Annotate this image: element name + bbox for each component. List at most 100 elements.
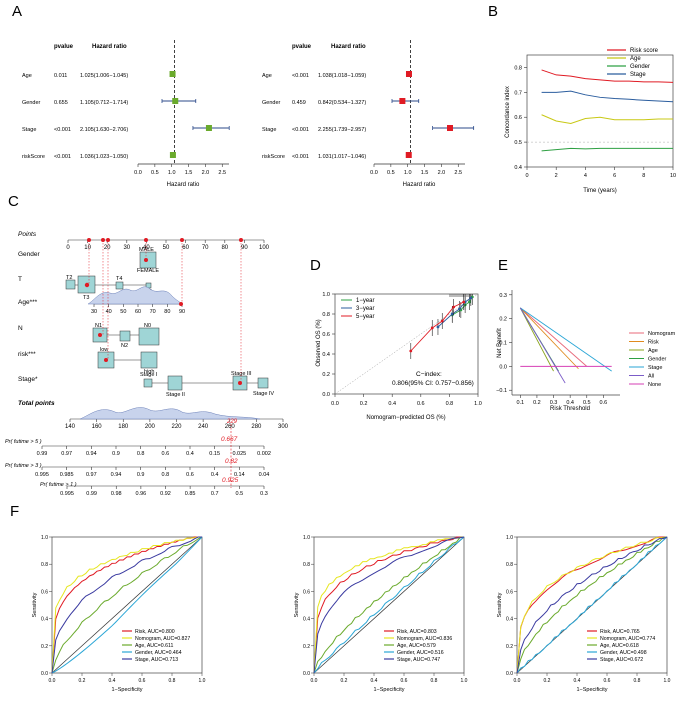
- y-tick-label: 0.0: [499, 364, 507, 370]
- scale-label: 0.8: [137, 451, 145, 457]
- pr3-value: 0.82: [225, 458, 238, 465]
- x-axis-label: 1−Specificity: [111, 687, 142, 693]
- plot-frame: [526, 54, 674, 168]
- legend: Nomogram Risk Age Gender Stage All None: [629, 331, 676, 388]
- legend-label: Nomogram, AUC=0.827: [135, 636, 190, 642]
- n-label: N1: [95, 323, 102, 329]
- scale-label: 0.94: [111, 472, 122, 478]
- cindex-label: C−index:: [416, 371, 442, 378]
- forest-pvalue: <0.001: [54, 154, 71, 160]
- y-axis-label: Sensitivity: [294, 592, 300, 617]
- series-line: [541, 114, 673, 124]
- legend-label: Risk, AUC=0.800: [135, 629, 175, 635]
- roc-panel-1: 0.00.0 0.2 0.2 0.4 0.4 0.6 0.6 0.8 0.8 1.0 1.0 1−Sp…: [32, 535, 206, 693]
- net-benefit-line: [519, 307, 566, 384]
- scale-label: 0.002: [257, 451, 271, 457]
- axis-ticks: −0.1 0.0 0.1 0.2 0.3 0.1 0.2 0.3 0.4 0.5 0.6: [496, 293, 607, 406]
- t-label: T2: [66, 275, 72, 281]
- scale-label: 0.94: [86, 451, 97, 457]
- scale-label: 30: [123, 245, 130, 251]
- calibration-point: [436, 325, 440, 329]
- x-tick-label: 0.5: [151, 170, 159, 176]
- scale-label: 0.99: [86, 491, 97, 497]
- x-tick-label: 0.6: [604, 678, 611, 684]
- hr-point: [169, 71, 176, 77]
- scale-label: 260: [225, 424, 236, 430]
- y-tick-label: 0.0: [303, 671, 310, 677]
- scale-label: 50: [120, 309, 126, 315]
- age-density: [87, 286, 183, 305]
- y-tick-label: 0.4: [41, 617, 48, 623]
- scale-label: 160: [92, 424, 103, 430]
- y-tick-label: 0.6: [322, 332, 330, 338]
- legend-label: Stage, AUC=0.713: [135, 657, 178, 663]
- calibration-point: [469, 296, 473, 300]
- forest-pvalue: <0.001: [292, 127, 309, 133]
- legend-label: Stage: [648, 365, 662, 371]
- scale-label: 200: [145, 424, 156, 430]
- x-tick-label: 2.5: [218, 170, 226, 176]
- y-axis-label: Observed OS (%): [316, 319, 322, 366]
- nomo-row-label: Pr( futime > 3 ): [5, 463, 42, 469]
- legend-label: Age, AUC=0.618: [600, 643, 639, 649]
- legend-label: Age: [648, 348, 658, 354]
- stage-label: Stage I: [140, 372, 158, 378]
- y-tick-label: 1.0: [41, 535, 48, 541]
- scale-label: 0.4: [211, 472, 219, 478]
- scale-label: 0.3: [260, 491, 268, 497]
- x-tick-label: 0.4: [574, 678, 581, 684]
- hr-point: [447, 125, 454, 131]
- legend-label: Gender, AUC=0.464: [135, 650, 182, 656]
- x-tick-label: 10: [670, 173, 676, 179]
- x-tick-label: 0.2: [533, 400, 541, 406]
- x-tick-label: 0.0: [49, 678, 56, 684]
- forest-hr-text: 2.255(1.739−2.957): [318, 127, 366, 133]
- plot-frame: [313, 536, 465, 674]
- plot-frame: [516, 536, 668, 674]
- risk-label: low: [100, 347, 108, 353]
- x-tick-label: 6: [613, 173, 616, 179]
- scale-label: 0.97: [86, 472, 97, 478]
- scale-label: 100: [259, 245, 270, 251]
- x-tick-label: 0.0: [331, 401, 339, 407]
- x-tick-label: 0.5: [583, 400, 591, 406]
- scale-label: 10: [84, 245, 91, 251]
- age-point: [179, 302, 183, 306]
- x-tick-label: 2.0: [438, 170, 446, 176]
- pr1-value: 0.925: [222, 477, 239, 484]
- scale-label: 0.995: [35, 472, 49, 478]
- scale-label: 0.9: [112, 451, 120, 457]
- forest-ticks: 0.0 0.5 1.0 1.5 2.0 2.5: [134, 164, 226, 176]
- legend: Risk score Age Gender Stage: [607, 48, 659, 78]
- hr-point: [405, 71, 412, 77]
- y-tick-label: 0.3: [499, 293, 507, 299]
- y-tick-label: 0.8: [41, 562, 48, 568]
- legend-label: Age, AUC=0.579: [397, 643, 436, 649]
- forest-row-label: Age: [22, 73, 32, 79]
- forest-marks: [161, 71, 230, 158]
- legend-label: Stage: [630, 72, 646, 78]
- roc-curve: [51, 536, 202, 674]
- y-tick-label: 0.4: [322, 352, 330, 358]
- panel-letter-a: A: [12, 3, 22, 20]
- x-axis-label: 1−Specificity: [576, 687, 607, 693]
- x-tick-label: 1.0: [168, 170, 176, 176]
- roc-curve: [313, 536, 465, 674]
- net-benefit-line: [519, 307, 579, 370]
- forest-row-label: Stage: [262, 127, 276, 133]
- forest-pvalue: <0.001: [292, 154, 309, 160]
- decision-curve-plot: −0.1 0.0 0.1 0.2 0.3 0.1 0.2 0.3 0.4 0.5 0.6 Net B…: [496, 290, 676, 412]
- roc-curve: [516, 536, 667, 674]
- hr-point: [172, 98, 179, 104]
- scale-label: 0.7: [211, 491, 219, 497]
- x-tick-label: 0: [525, 173, 528, 179]
- x-tick-label: 0.2: [360, 401, 368, 407]
- t-label: T4: [116, 276, 122, 282]
- nomo-row-label: Pr( futime > 1 ): [40, 482, 77, 488]
- forest-pvalue: 0.459: [292, 100, 306, 106]
- n-box: [138, 327, 160, 346]
- roc-curve: [516, 536, 668, 674]
- x-tick-label: 1.0: [474, 401, 482, 407]
- x-tick-label: 0.8: [431, 678, 438, 684]
